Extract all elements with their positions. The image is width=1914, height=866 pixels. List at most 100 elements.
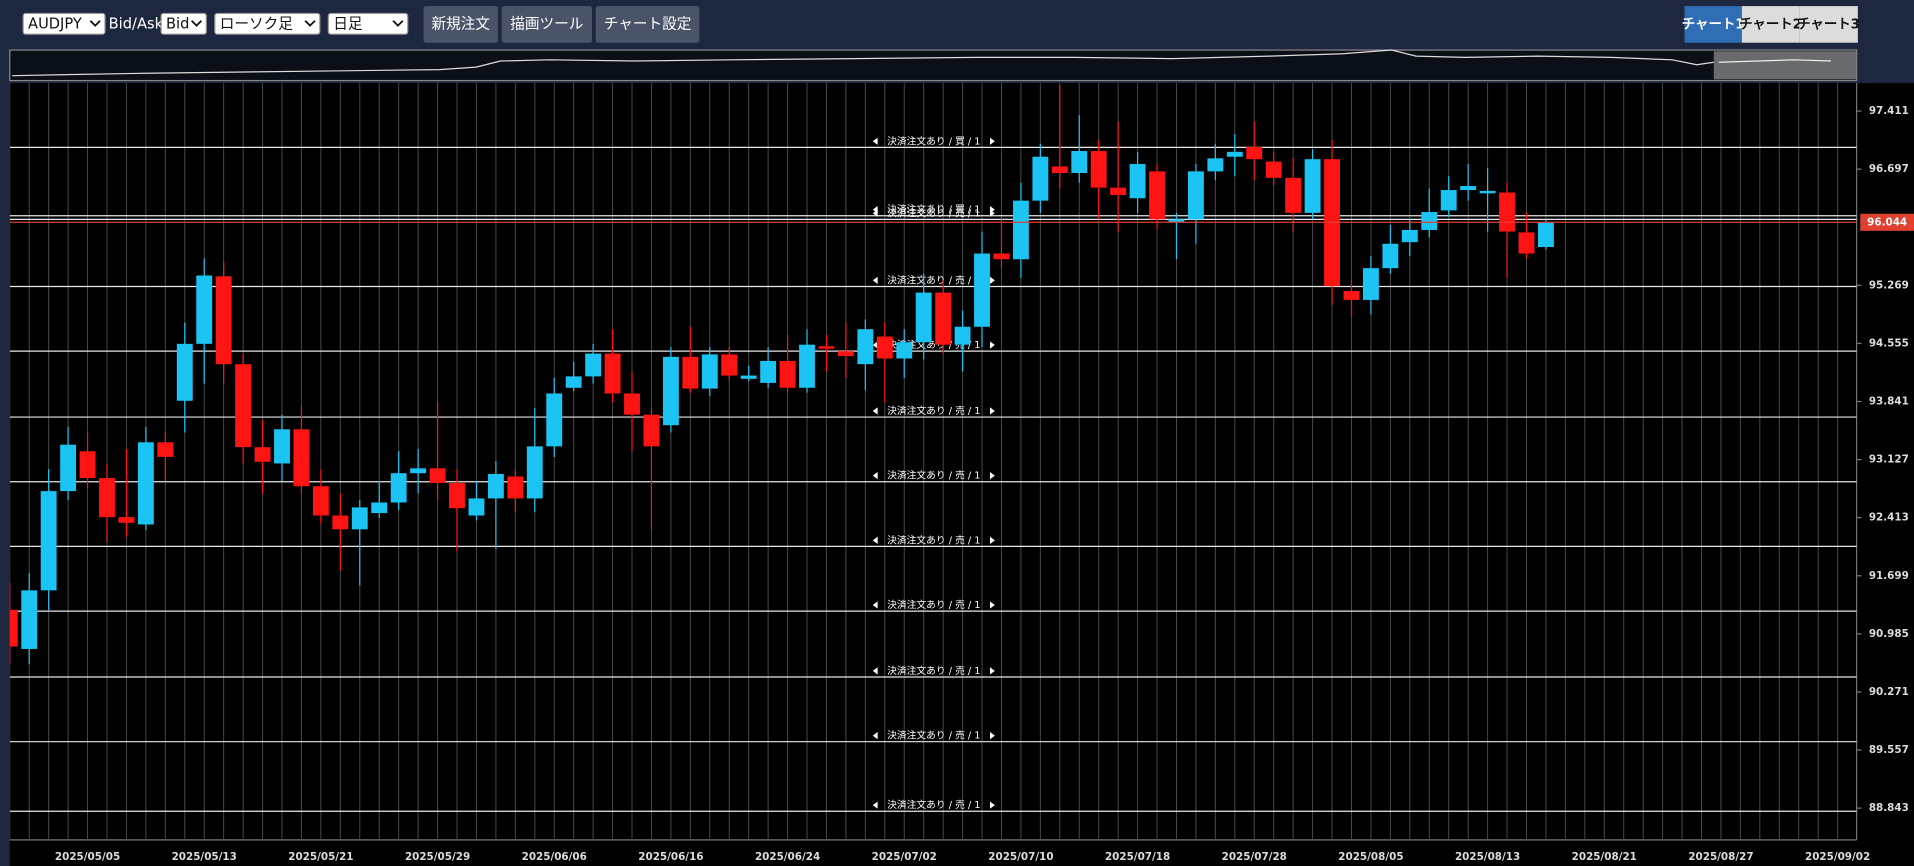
candle-body bbox=[1499, 192, 1515, 232]
candle-body bbox=[915, 292, 932, 343]
button-label: 描画ツール bbox=[510, 15, 583, 32]
symbol: AUDJPY bbox=[28, 15, 82, 32]
candle-body bbox=[546, 393, 563, 447]
order-label: 決済注文あり / 売 / 1 bbox=[887, 664, 980, 677]
arrow-right bbox=[989, 536, 995, 544]
candle-body bbox=[1187, 171, 1204, 220]
x-tick-label: 2025/07/02 bbox=[872, 851, 937, 863]
candle-body bbox=[565, 376, 582, 388]
candle-body bbox=[682, 356, 699, 389]
candle-body bbox=[429, 468, 446, 483]
candle-body bbox=[99, 478, 115, 518]
arrow-left bbox=[872, 667, 878, 675]
arrow-left bbox=[872, 341, 878, 349]
chart-type-select[interactable] bbox=[214, 12, 321, 35]
candle-body bbox=[351, 507, 368, 530]
arrow-left bbox=[872, 407, 878, 415]
arrow-right bbox=[989, 731, 995, 740]
symbol-select[interactable] bbox=[22, 12, 106, 35]
candle-body bbox=[624, 393, 640, 415]
arrow-left bbox=[872, 801, 878, 809]
button[interactable] bbox=[423, 6, 499, 43]
order-label: 決済注文あり / 売 / 1 bbox=[887, 598, 980, 611]
candle-body bbox=[196, 275, 213, 344]
x-tick-label: 2025/07/18 bbox=[1105, 851, 1170, 863]
order-label: 決済注文あり / 売 / 1 bbox=[887, 273, 980, 286]
timeframe-select[interactable] bbox=[327, 12, 409, 35]
candle-body bbox=[1362, 268, 1379, 300]
candle-body bbox=[857, 329, 874, 365]
candle-body bbox=[507, 476, 524, 499]
candle-body bbox=[818, 346, 835, 349]
x-tick-label: 2025/09/02 bbox=[1805, 851, 1870, 863]
candle-body bbox=[40, 491, 57, 591]
candle-body bbox=[176, 343, 193, 401]
y-tick-label: 92.413 bbox=[1869, 512, 1909, 524]
candle-body bbox=[449, 482, 465, 509]
candle-body bbox=[935, 292, 952, 345]
candle-body bbox=[1149, 171, 1165, 220]
current-price-box bbox=[1860, 213, 1914, 231]
button-label: チャート設定 bbox=[604, 15, 692, 32]
tab-label: チャート2 bbox=[1739, 16, 1802, 32]
candle-body bbox=[235, 364, 252, 448]
candle-body bbox=[1110, 187, 1127, 195]
arrow-right bbox=[989, 209, 995, 217]
tab-label: チャート3 bbox=[1797, 16, 1860, 32]
button[interactable] bbox=[501, 6, 593, 43]
order-label: 決済注文あり / 売 / 1 bbox=[887, 469, 980, 482]
chart-background bbox=[9, 83, 1914, 866]
arrow-right bbox=[989, 471, 995, 480]
candle-body bbox=[701, 354, 718, 389]
tab[interactable] bbox=[1799, 6, 1858, 43]
y-tick-label: 90.271 bbox=[1869, 686, 1909, 698]
order-label: 決済注文あり / 売 / 1 bbox=[887, 533, 980, 546]
candle-body bbox=[215, 276, 232, 365]
candle-body bbox=[1285, 177, 1302, 213]
button-label: 新規注文 bbox=[432, 15, 491, 32]
candle-body bbox=[643, 414, 660, 447]
candle-body bbox=[487, 474, 504, 499]
candle-body bbox=[896, 342, 913, 359]
y-tick-label: 90.985 bbox=[1869, 628, 1909, 640]
arrow-right bbox=[989, 341, 995, 349]
navigator-frame[interactable] bbox=[9, 49, 1858, 82]
candle-body bbox=[1071, 151, 1088, 173]
candle-body bbox=[721, 354, 738, 376]
x-tick-label: 2025/08/27 bbox=[1688, 851, 1753, 863]
arrow-left bbox=[872, 276, 878, 285]
candle-body bbox=[1460, 186, 1477, 191]
arrow-left bbox=[872, 731, 878, 740]
candle-body bbox=[274, 429, 290, 464]
candle-body bbox=[1012, 200, 1029, 260]
caret bbox=[89, 20, 101, 27]
candle-body bbox=[740, 375, 757, 379]
price-side-label: Bid/Ask bbox=[109, 15, 164, 32]
arrow-right bbox=[989, 407, 995, 415]
candle-body bbox=[1343, 290, 1360, 300]
caret bbox=[190, 20, 203, 27]
tab[interactable] bbox=[1741, 6, 1800, 43]
arrow-left bbox=[872, 536, 878, 544]
candle-body bbox=[799, 344, 815, 388]
arrow-left bbox=[872, 471, 878, 480]
candle-body bbox=[1401, 229, 1418, 243]
arrow-left bbox=[872, 137, 878, 145]
candle-body bbox=[974, 253, 990, 327]
candle-body bbox=[390, 473, 407, 503]
order-label: 決済注文あり / 買 / 1 bbox=[887, 203, 980, 216]
navigator-window[interactable] bbox=[1713, 51, 1857, 80]
price-side-select[interactable] bbox=[160, 12, 207, 35]
candle-body bbox=[312, 486, 329, 516]
arrow-right bbox=[989, 276, 995, 285]
button[interactable] bbox=[595, 6, 700, 43]
candle-body bbox=[332, 515, 349, 530]
tab-active[interactable] bbox=[1684, 6, 1742, 43]
arrow-left bbox=[872, 601, 878, 609]
arrow-right bbox=[989, 137, 995, 145]
candle-body bbox=[1207, 158, 1224, 172]
candle-body bbox=[1051, 166, 1068, 173]
x-tick-label: 2025/08/21 bbox=[1572, 851, 1637, 863]
x-tick-label: 2025/05/29 bbox=[405, 851, 470, 863]
